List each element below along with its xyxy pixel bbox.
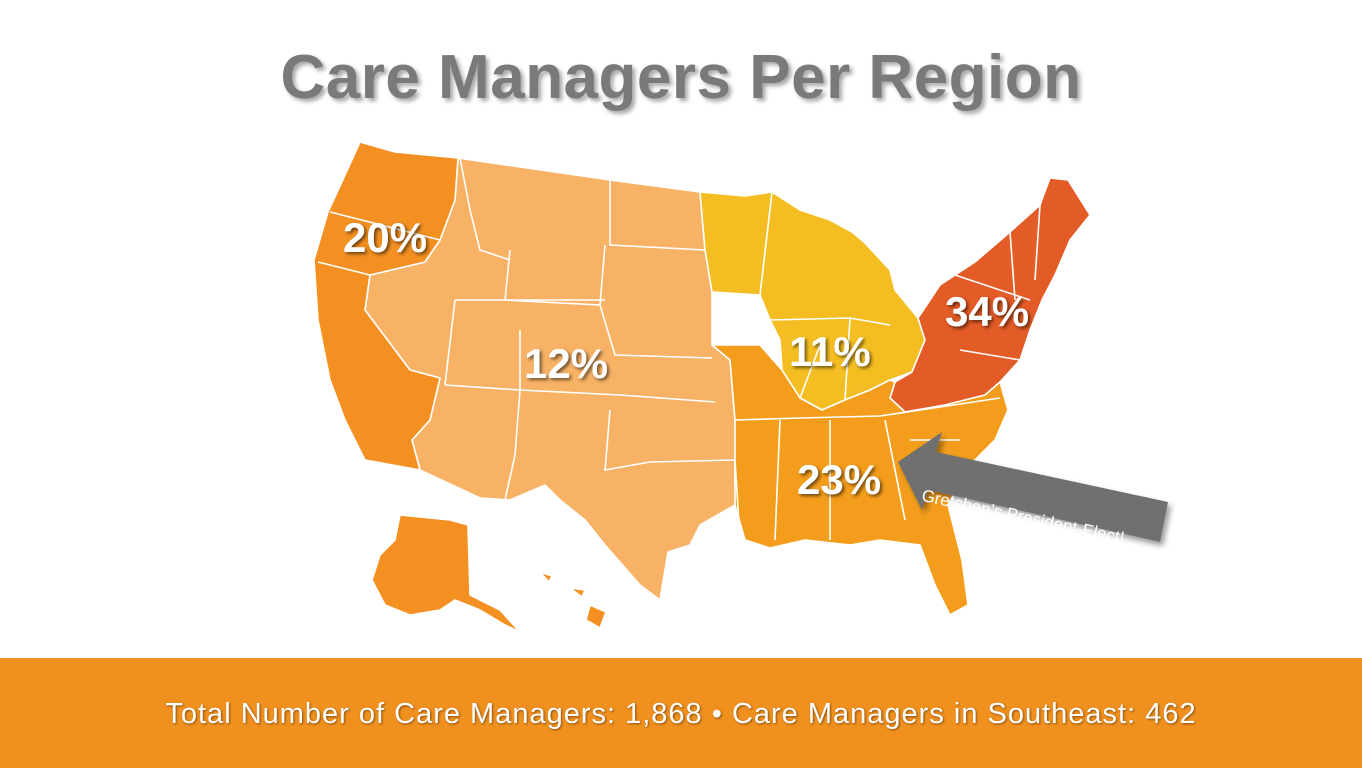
state-borders — [317, 157, 1041, 541]
percent-label-mountain: 12% — [524, 340, 609, 387]
page-title: Care Managers Per Region — [280, 43, 1082, 112]
percent-label-northeast: 34% — [945, 288, 1030, 335]
region-south — [711, 344, 1009, 616]
region-alaska — [371, 514, 521, 633]
region-west-coast — [313, 141, 459, 471]
callout-arrow — [898, 432, 1168, 542]
region-midwest — [699, 191, 926, 411]
us-map — [313, 141, 1091, 633]
region-hawaii — [539, 571, 607, 629]
percent-label-midwest: 11% — [789, 328, 871, 375]
percent-label-southeast: 23% — [797, 456, 882, 503]
footer-bar — [0, 658, 1362, 768]
percent-label-west: 20% — [343, 214, 428, 261]
footer-summary: Total Number of Care Managers: 1,868 • C… — [165, 698, 1197, 730]
